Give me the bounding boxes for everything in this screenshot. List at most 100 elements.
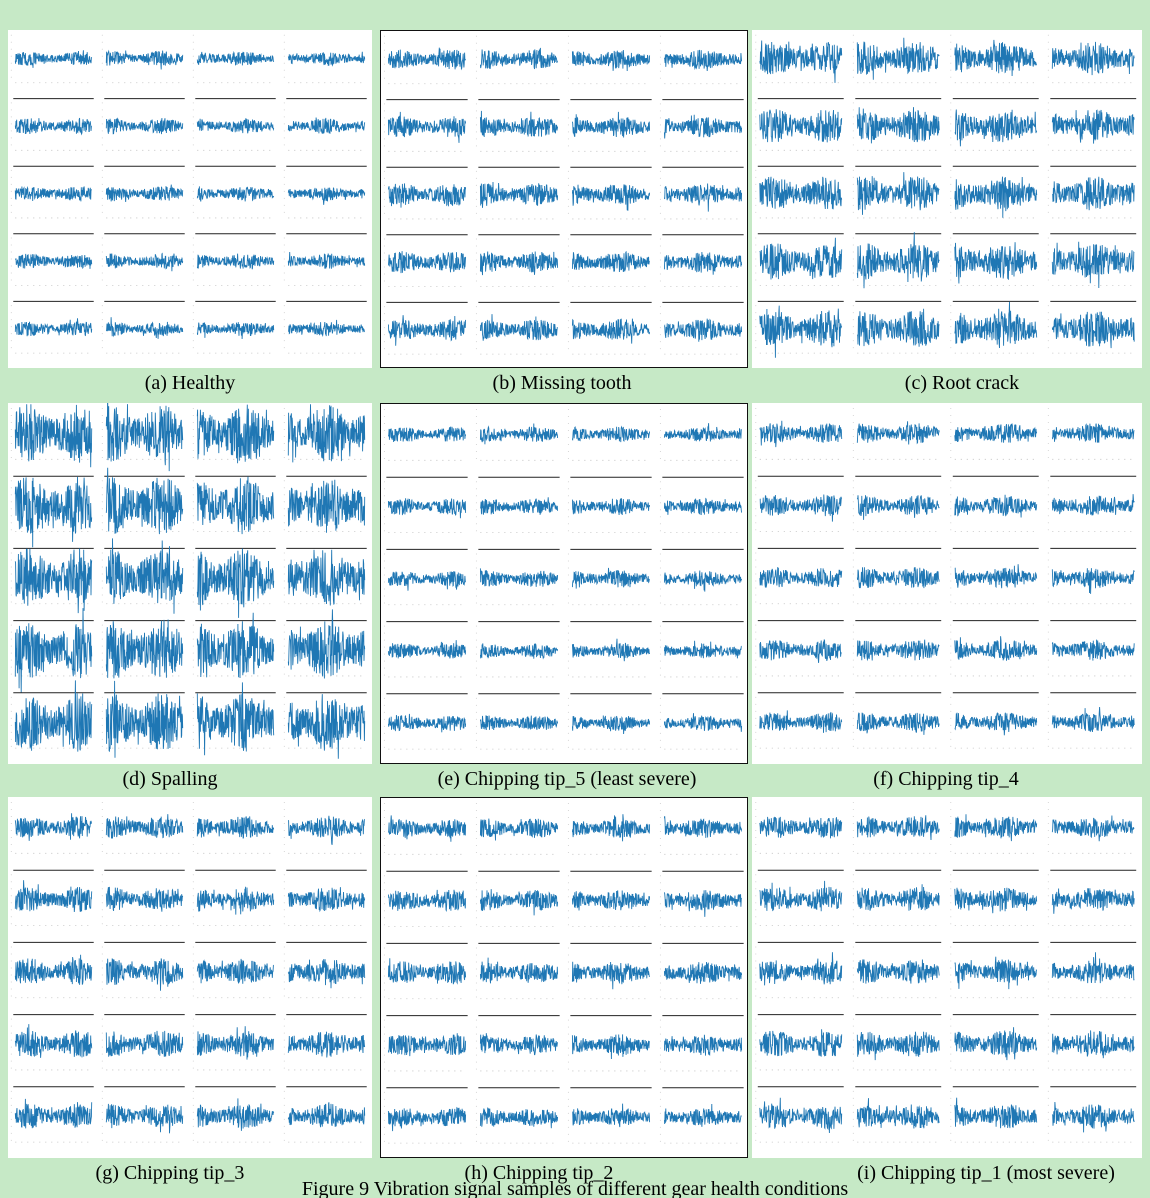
signal-trace: [196, 253, 275, 270]
signal-trace: [105, 184, 184, 203]
panel-i-chipping-tip-1: [752, 797, 1142, 1158]
signal-sample-4-2: [101, 619, 185, 679]
signal-trace: [663, 183, 743, 212]
signal-grid: [755, 408, 1137, 749]
signal-sample-2-1: [383, 99, 468, 152]
signal-trace: [387, 1106, 467, 1132]
signal-sample-3-3: [567, 942, 652, 1000]
signal-sample-3-4: [283, 941, 367, 999]
signal-trace: [14, 476, 93, 548]
signal-sample-1-1: [383, 409, 467, 461]
signal-trace: [14, 1024, 93, 1058]
signal-sample-2-2: [101, 98, 185, 151]
signal-sample-3-1: [383, 942, 468, 1000]
signal-trace: [287, 887, 366, 913]
signal-trace: [954, 1027, 1038, 1061]
signal-trace: [287, 479, 366, 533]
signal-trace: [571, 184, 651, 211]
signal-sample-1-3: [567, 409, 651, 461]
signal-trace: [663, 890, 742, 917]
signal-trace: [759, 710, 843, 733]
signal-trace: [663, 1103, 742, 1127]
signal-sample-4-3: [567, 621, 652, 678]
signal-trace: [1051, 494, 1135, 516]
signal-trace: [387, 713, 467, 733]
signal-trace: [759, 494, 843, 522]
signal-sample-2-3: [950, 475, 1039, 532]
signal-trace: [954, 242, 1038, 284]
panel-f-chipping-tip-4: [752, 403, 1142, 764]
signal-sample-4-3: [950, 1014, 1039, 1071]
signal-sample-2-2: [101, 869, 185, 926]
signal-trace: [663, 49, 743, 72]
signal-trace: [572, 1103, 651, 1128]
signal-sample-4-4: [659, 234, 744, 287]
signal-sample-4-1: [10, 1014, 94, 1071]
signal-trace: [196, 51, 275, 66]
signal-sample-2-3: [567, 99, 652, 152]
signal-sample-4-1: [10, 608, 94, 693]
signal-trace: [1051, 952, 1135, 984]
signal-sample-1-3: [950, 802, 1038, 854]
signal-sample-1-2: [475, 803, 559, 855]
signal-trace: [479, 423, 559, 445]
signal-sample-5-4: [1047, 1086, 1137, 1143]
signal-trace: [287, 1102, 366, 1128]
signal-trace: [105, 958, 184, 991]
signal-trace: [196, 958, 274, 984]
signal-trace: [759, 639, 842, 663]
signal-sample-5-1: [755, 300, 844, 358]
signal-sample-2-2: [852, 98, 942, 151]
signal-sample-2-4: [659, 870, 744, 927]
signal-sample-3-4: [1047, 165, 1137, 219]
signal-sample-2-2: [852, 475, 942, 532]
signal-sample-1-2: [852, 34, 940, 84]
signal-sample-1-2: [101, 403, 184, 472]
signal-grid: [383, 409, 744, 750]
signal-grid: [10, 34, 367, 354]
signal-grid: [383, 35, 744, 355]
signal-sample-4-4: [283, 233, 367, 286]
signal-sample-5-3: [192, 1086, 276, 1143]
signal-sample-1-1: [755, 408, 843, 460]
signal-sample-4-4: [1047, 233, 1137, 289]
signal-sample-4-2: [475, 1015, 560, 1072]
signal-sample-2-4: [283, 98, 367, 151]
signal-trace: [105, 117, 184, 135]
signal-sample-3-4: [659, 548, 744, 606]
signal-sample-2-3: [950, 98, 1039, 151]
signal-trace: [287, 51, 366, 67]
signal-sample-5-4: [1047, 300, 1137, 354]
signal-sample-3-3: [950, 547, 1039, 605]
signal-sample-3-3: [192, 941, 276, 999]
signal-trace: [479, 568, 559, 587]
signal-trace: [1051, 41, 1135, 76]
signal-sample-1-1: [755, 802, 843, 854]
signal-sample-1-2: [101, 802, 184, 854]
signal-sample-3-2: [852, 547, 942, 605]
signal-sample-4-3: [950, 233, 1039, 286]
caption-f: (f) Chipping tip_4: [873, 768, 1019, 790]
signal-sample-5-4: [659, 301, 744, 355]
signal-sample-2-4: [1047, 475, 1137, 532]
signal-trace: [759, 1029, 843, 1057]
signal-trace: [287, 694, 366, 759]
signal-sample-4-2: [475, 234, 560, 287]
signal-sample-5-3: [567, 301, 652, 355]
signal-trace: [479, 251, 559, 276]
signal-sample-4-1: [755, 1014, 844, 1071]
signal-sample-2-1: [383, 476, 468, 533]
signal-sample-1-4: [659, 803, 743, 855]
signal-trace: [105, 49, 184, 70]
signal-trace: [14, 680, 93, 752]
signal-sample-2-3: [192, 869, 276, 926]
signal-trace: [856, 639, 940, 662]
signal-trace: [1051, 109, 1135, 144]
panel-a-healthy: [8, 30, 372, 368]
signal-sample-5-3: [950, 1086, 1039, 1143]
signal-sample-5-3: [950, 692, 1039, 749]
signal-trace: [759, 420, 843, 448]
signal-sample-4-4: [1047, 1014, 1137, 1071]
signal-trace: [571, 567, 650, 589]
signal-sample-5-4: [659, 693, 744, 750]
